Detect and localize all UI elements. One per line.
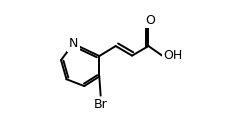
Text: O: O <box>144 14 154 27</box>
Text: N: N <box>68 37 78 50</box>
Text: Br: Br <box>93 98 107 111</box>
Text: OH: OH <box>162 49 181 62</box>
